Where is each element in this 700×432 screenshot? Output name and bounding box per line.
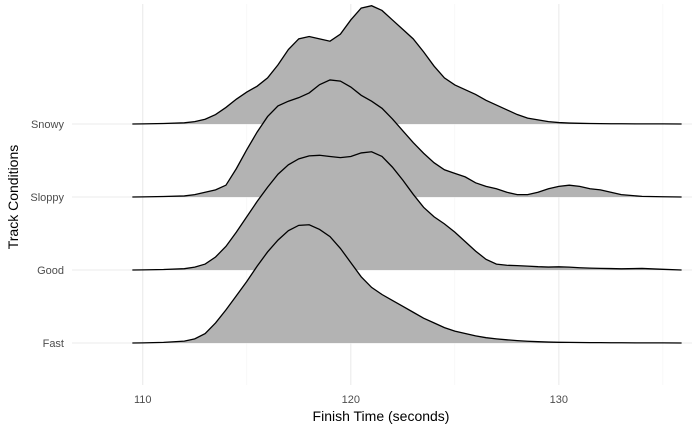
y-tick-labels: Snowy Sloppy Good Fast — [30, 119, 64, 350]
ridge-area-sloppy — [132, 79, 682, 197]
ridge-area-good — [132, 151, 682, 270]
x-tick-labels: 110 120 130 — [134, 394, 568, 406]
ridge-area-fast — [132, 224, 682, 343]
ridge-line-sloppy — [132, 79, 682, 198]
x-tick-label: 120 — [342, 394, 360, 406]
ridge-area-snowy — [132, 5, 682, 125]
y-tick-label-snowy: Snowy — [31, 119, 65, 131]
x-axis-title: Finish Time (seconds) — [313, 408, 450, 424]
ridge-line-fast — [132, 224, 682, 344]
ridges — [132, 5, 682, 344]
ridge-line-snowy — [132, 5, 682, 125]
x-tick-label: 110 — [134, 394, 152, 406]
y-tick-label-sloppy: Sloppy — [30, 192, 64, 204]
x-tick-label: 130 — [550, 394, 568, 406]
y-tick-label-fast: Fast — [43, 338, 64, 350]
y-tick-label-good: Good — [37, 265, 64, 277]
y-axis-title: Track Conditions — [5, 145, 21, 250]
ridge-line-good — [132, 151, 682, 271]
